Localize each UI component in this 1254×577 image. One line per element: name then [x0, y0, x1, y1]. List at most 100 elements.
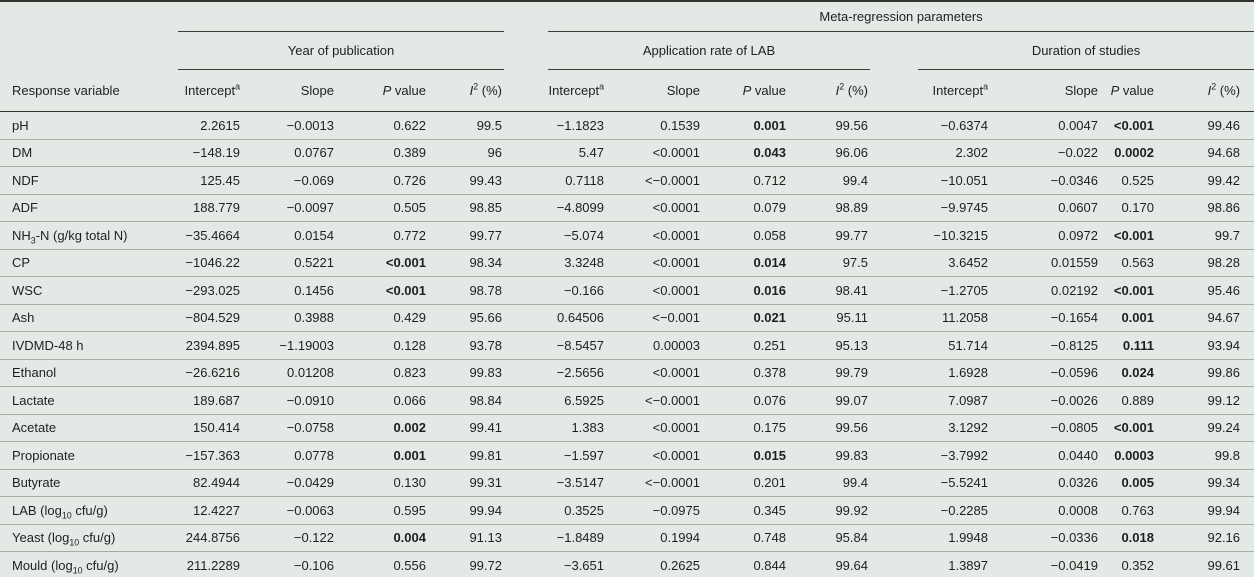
value-cell: 0.0440 [990, 441, 1100, 469]
value-cell: 0.066 [336, 386, 428, 414]
value-cell: 0.389 [336, 138, 428, 167]
i-squared-header: I2 (%) [428, 69, 504, 112]
value-cell: 99.92 [788, 496, 870, 524]
value-cell: 0.170 [1100, 193, 1156, 222]
value-cell: 0.712 [702, 166, 788, 194]
value-cell: 0.0154 [242, 221, 336, 249]
response-variable-label: NH3-N (g/kg total N) [0, 221, 178, 249]
group-year-of-publication: Year of publication [178, 31, 504, 70]
table-row: Lactate 189.687 −0.0910 0.066 98.84 6.5925 <−0… [0, 386, 1254, 414]
value-cell: 98.41 [788, 276, 870, 304]
group-gap [504, 496, 548, 524]
value-cell: −0.2285 [918, 496, 990, 524]
value-cell: 95.13 [788, 331, 870, 359]
value-cell: 0.251 [702, 331, 788, 359]
group-gap [504, 112, 548, 140]
value-cell: <0.001 [336, 248, 428, 277]
response-variable-label: pH [12, 117, 29, 133]
value-cell: −1046.22 [178, 248, 242, 277]
value-cell: −0.0013 [286, 117, 334, 133]
value-cell: 211.2289 [178, 551, 242, 577]
value-cell: 95.66 [428, 303, 504, 332]
group-gap [504, 32, 548, 70]
value-cell: 0.021 [702, 303, 788, 332]
value-cell: −10.051 [918, 166, 990, 194]
group-gap [870, 69, 918, 112]
value-cell: 99.07 [788, 386, 870, 414]
group-gap [870, 331, 918, 359]
value-cell: 0.111 [1100, 331, 1156, 359]
value-cell: 98.84 [428, 386, 504, 414]
group-gap [870, 138, 918, 167]
group-gap [870, 551, 918, 577]
value-cell: 51.714 [918, 331, 990, 359]
value-cell: −8.5457 [548, 331, 606, 359]
group-gap [870, 303, 918, 332]
group-gap [504, 69, 548, 112]
table-row: DM −148.19 0.0767 0.389 96 5.47 <0.0001 0.043 96… [0, 138, 1254, 167]
value-cell: 99.8 [1156, 441, 1254, 469]
value-cell: 0.0047 [1058, 117, 1098, 133]
corner-blank [0, 1, 178, 32]
value-cell: 98.89 [788, 193, 870, 222]
p-value-header: P value [1100, 69, 1156, 112]
response-variable-label: WSC [0, 276, 178, 304]
value-cell: 3.6452 [918, 248, 990, 277]
value-cell: 99.77 [428, 221, 504, 249]
value-cell: −1.19003 [242, 331, 336, 359]
value-cell: 98.86 [1156, 193, 1254, 222]
value-cell: 1.9948 [918, 523, 990, 552]
value-cell: 0.001 [753, 117, 786, 133]
value-cell: 0.0972 [990, 221, 1100, 249]
table-row: Acetate 150.414 −0.0758 0.002 99.41 1.383 <0.0… [0, 413, 1254, 442]
value-cell: 1.383 [548, 413, 606, 442]
value-cell: −3.5147 [548, 468, 606, 497]
value-cell: −0.069 [242, 166, 336, 194]
response-variable-label: ADF [0, 193, 178, 222]
value-cell: <0.001 [1100, 276, 1156, 304]
response-variable-label: Acetate [0, 413, 178, 442]
table-row: NDF 125.45 −0.069 0.726 99.43 0.7118 <−0.0001 0… [0, 166, 1254, 194]
response-variable-label: Ethanol [0, 358, 178, 387]
value-cell: −0.022 [990, 138, 1100, 167]
response-variable-label: LAB (log10 cfu/g) [0, 496, 178, 524]
value-cell: 0.002 [336, 413, 428, 442]
value-cell: 244.8756 [178, 523, 242, 552]
value-cell: 2.302 [918, 138, 990, 167]
value-cell: 99.42 [1156, 166, 1254, 194]
meta-regression-title: Meta-regression parameters [548, 1, 1254, 32]
table-row: pH 2.2615 −0.0013 0.622 99.5 −1.1823 0.1539 0.0… [0, 112, 1254, 140]
value-cell: 95.84 [788, 523, 870, 552]
value-cell: 0.0607 [990, 193, 1100, 222]
value-cell: 99.7 [1156, 221, 1254, 249]
group-gap [870, 496, 918, 524]
value-cell: −1.1823 [556, 117, 604, 133]
value-cell: <0.001 [1100, 221, 1156, 249]
group-gap [504, 138, 548, 167]
value-cell: 0.01559 [990, 248, 1100, 277]
group-gap [504, 193, 548, 222]
value-cell: −1.8489 [548, 523, 606, 552]
value-cell: 99.56 [788, 413, 870, 442]
value-cell: <−0.0001 [606, 386, 702, 414]
value-cell: −293.025 [178, 276, 242, 304]
value-cell: 96.06 [788, 138, 870, 167]
value-cell: 0.076 [702, 386, 788, 414]
value-cell: 99.56 [835, 117, 868, 133]
table-row: Butyrate 82.4944 −0.0429 0.130 99.31 −3.5147 <… [0, 468, 1254, 497]
group-gap [870, 221, 918, 249]
value-cell: <0.0001 [606, 138, 702, 167]
value-cell: 3.1292 [918, 413, 990, 442]
value-cell: −2.5656 [548, 358, 606, 387]
value-cell: −0.0429 [242, 468, 336, 497]
value-cell: 99.64 [788, 551, 870, 577]
value-cell: −1.597 [548, 441, 606, 469]
value-cell: 93.94 [1156, 331, 1254, 359]
value-cell: −4.8099 [548, 193, 606, 222]
response-variable-label: Yeast (log10 cfu/g) [0, 523, 178, 552]
value-cell: −0.0346 [990, 166, 1100, 194]
value-cell: 0.1539 [660, 117, 700, 133]
value-cell: 99.94 [1156, 496, 1254, 524]
value-cell: −0.122 [242, 523, 336, 552]
value-cell: −148.19 [178, 138, 242, 167]
